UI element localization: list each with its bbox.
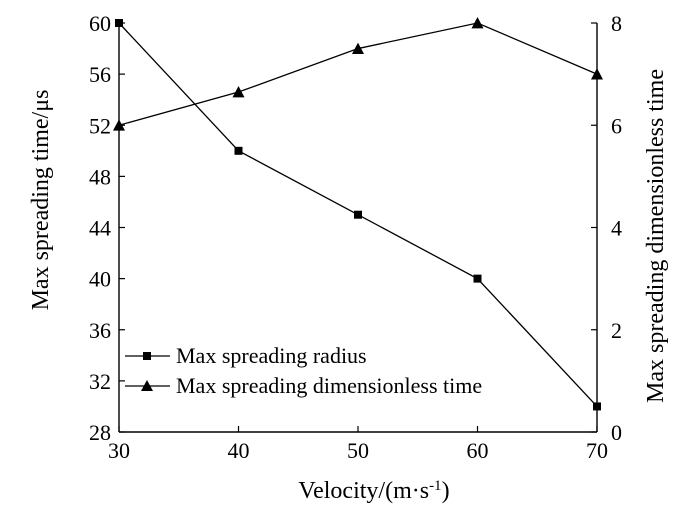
legend-marker-square	[143, 352, 151, 360]
left-y-tick-label: 44	[89, 216, 111, 241]
data-point-max-spreading-dimensionless-time	[352, 42, 364, 54]
series-layer	[113, 17, 603, 411]
x-tick-label: 50	[347, 438, 369, 463]
legend-label-dimensionless-time: Max spreading dimensionless time	[176, 373, 482, 398]
left-y-tick-label: 48	[89, 164, 111, 189]
legend-label-radius: Max spreading radius	[176, 343, 367, 368]
data-point-max-spreading-radius	[234, 146, 243, 155]
data-point-max-spreading-radius	[354, 210, 362, 219]
data-point-max-spreading-dimensionless-time	[113, 119, 125, 131]
left-y-ticks: 28 32 36 40 44 48 52 56 60	[89, 11, 125, 445]
x-tick-label: 30	[108, 438, 130, 463]
data-point-max-spreading-dimensionless-time	[591, 68, 603, 80]
right-y-tick-label: 4	[611, 216, 622, 241]
data-point-max-spreading-dimensionless-time	[232, 86, 245, 98]
x-tick-label: 40	[228, 438, 250, 463]
x-tick-label: 60	[467, 438, 489, 463]
right-y-ticks: 0 2 4 6 8	[591, 11, 622, 445]
data-point-max-spreading-radius	[593, 402, 601, 411]
x-axis-title: Velocity/(m·s-1)	[298, 478, 449, 504]
right-y-tick-label: 6	[611, 113, 622, 138]
data-point-max-spreading-dimensionless-time	[471, 17, 484, 29]
right-y-tick-label: 2	[611, 318, 622, 343]
right-y-tick-label: 8	[611, 11, 622, 36]
left-y-tick-label: 32	[89, 369, 111, 394]
right-y-axis-title: Max spreading dimensionless time	[643, 69, 669, 403]
data-point-max-spreading-radius	[115, 19, 123, 27]
data-point-max-spreading-radius	[473, 274, 482, 283]
left-y-tick-label: 36	[89, 318, 111, 343]
left-y-tick-label: 28	[89, 420, 111, 445]
x-ticks: 30 40 50 60 70	[108, 426, 608, 463]
left-y-tick-label: 40	[89, 267, 111, 292]
right-y-tick-label: 0	[611, 420, 622, 445]
legend-marker-triangle	[141, 380, 153, 391]
series-line-max-spreading-dimensionless-time	[118, 22, 598, 126]
legend: Max spreading radius Max spreading dimen…	[125, 343, 482, 398]
left-y-tick-label: 52	[89, 113, 111, 138]
left-y-axis-title: Max spreading time/μs	[28, 90, 54, 311]
left-y-tick-label: 60	[89, 11, 111, 36]
plot-frame	[118, 23, 598, 433]
x-tick-label: 70	[586, 438, 608, 463]
left-y-tick-label: 56	[89, 62, 111, 87]
